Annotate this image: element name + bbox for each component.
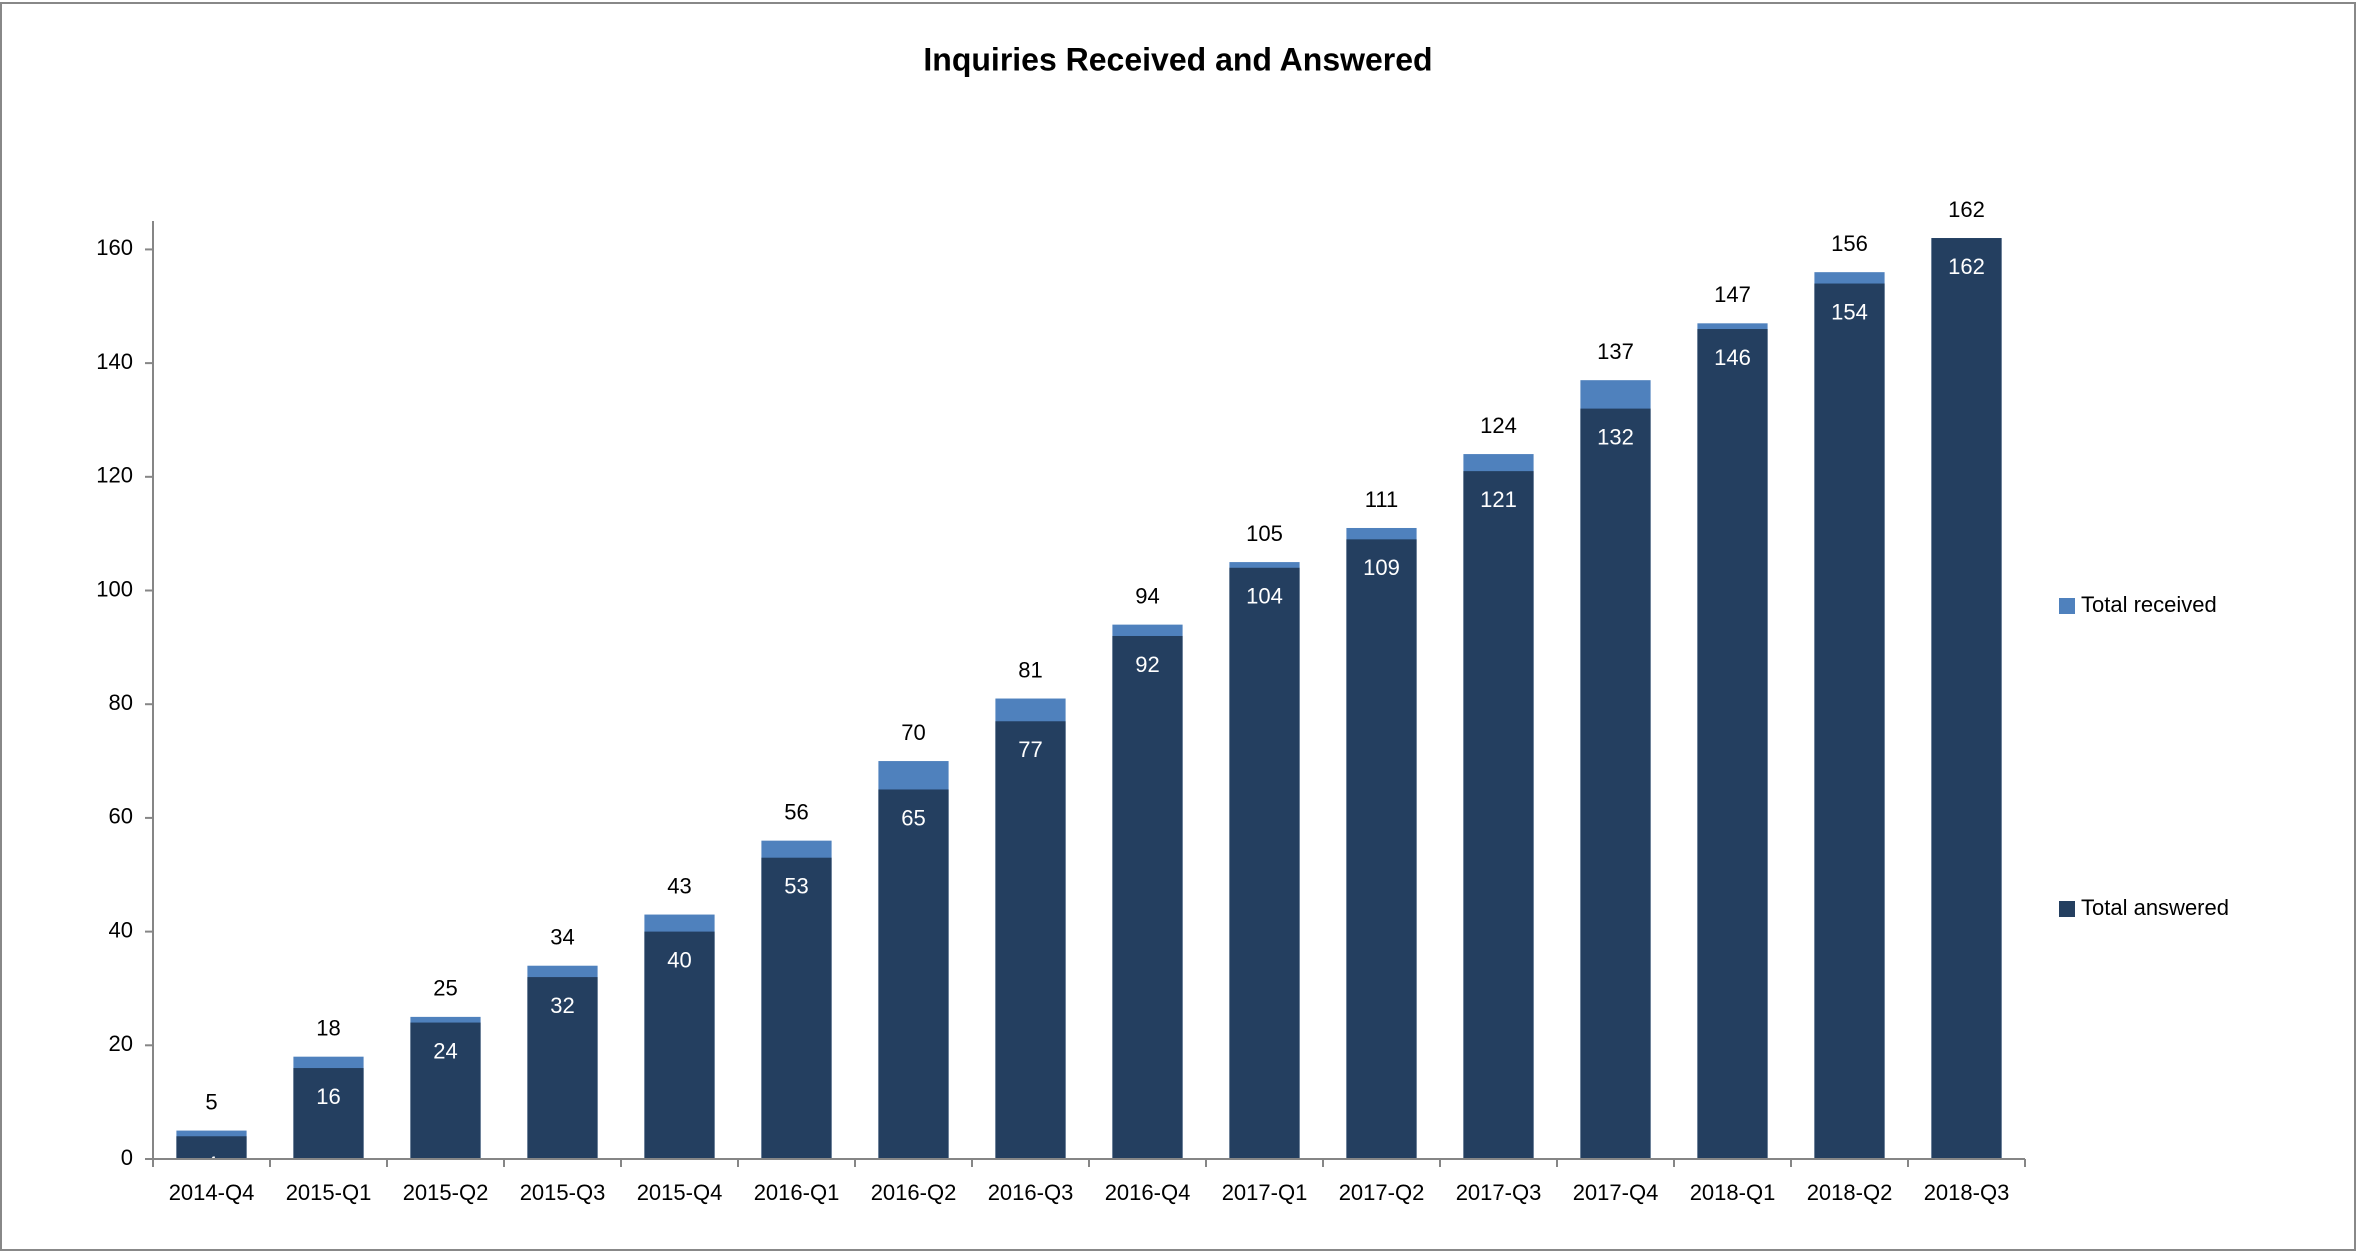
y-tick-label: 60 [109, 804, 133, 829]
value-label: 111 [1365, 487, 1398, 512]
value-label: 137 [1597, 339, 1634, 364]
x-tick-label: 2014-Q4 [169, 1180, 255, 1205]
bar [644, 931, 715, 1159]
value-label: 104 [1246, 584, 1283, 609]
value-label: 121 [1480, 487, 1517, 512]
x-tick-label: 2016-Q4 [1105, 1180, 1191, 1205]
value-label: 146 [1714, 345, 1751, 370]
value-label: 81 [1018, 657, 1042, 682]
bar [1463, 471, 1534, 1160]
x-tick-label: 2015-Q1 [286, 1180, 372, 1205]
value-label: 132 [1597, 424, 1634, 449]
x-tick-label: 2017-Q4 [1573, 1180, 1659, 1205]
value-label: 24 [433, 1038, 457, 1063]
value-label: 77 [1018, 737, 1042, 762]
y-tick-label: 80 [109, 690, 133, 715]
x-tick-label: 2015-Q2 [403, 1180, 489, 1205]
value-label: 25 [433, 976, 457, 1001]
bar [527, 977, 598, 1159]
value-label: 65 [901, 805, 925, 830]
y-tick-label: 120 [96, 463, 133, 488]
legend-swatch [2059, 901, 2075, 917]
bar [1814, 283, 1885, 1159]
x-tick-label: 2018-Q2 [1807, 1180, 1893, 1205]
value-label: 94 [1135, 583, 1159, 608]
legend-label: Total received [2081, 592, 2217, 617]
x-tick-label: 2017-Q2 [1339, 1180, 1425, 1205]
value-label: 34 [550, 925, 574, 950]
value-label: 105 [1246, 521, 1283, 546]
value-label: 16 [316, 1084, 340, 1109]
value-label: 154 [1831, 299, 1868, 324]
value-label: 109 [1363, 555, 1400, 580]
bar [1346, 539, 1417, 1159]
value-label: 56 [784, 799, 808, 824]
x-tick-label: 2017-Q3 [1456, 1180, 1542, 1205]
bar [1229, 567, 1300, 1159]
value-label: 40 [667, 947, 691, 972]
bar [1580, 408, 1651, 1160]
value-label: 5 [205, 1089, 217, 1114]
x-tick-label: 2017-Q1 [1222, 1180, 1308, 1205]
y-tick-label: 40 [109, 917, 133, 942]
value-label: 162 [1948, 254, 1985, 279]
x-tick-label: 2018-Q1 [1690, 1180, 1776, 1205]
value-label: 162 [1948, 197, 1985, 222]
value-label: 147 [1714, 282, 1751, 307]
x-tick-label: 2016-Q1 [754, 1180, 840, 1205]
value-label: 43 [667, 873, 691, 898]
bar [1697, 329, 1768, 1160]
value-label: 18 [316, 1015, 340, 1040]
y-tick-label: 20 [109, 1031, 133, 1056]
value-label: 53 [784, 874, 808, 899]
y-tick-label: 140 [96, 349, 133, 374]
legend-swatch [2059, 598, 2075, 614]
bar [995, 721, 1066, 1159]
y-tick-label: 100 [96, 576, 133, 601]
value-label: 4 [205, 1152, 217, 1177]
bar [410, 1022, 481, 1159]
value-label: 124 [1480, 413, 1517, 438]
x-tick-label: 2018-Q3 [1924, 1180, 2010, 1205]
value-label: 92 [1135, 652, 1159, 677]
bar [293, 1068, 364, 1159]
bar [878, 789, 949, 1159]
chart-title: Inquiries Received and Answered [923, 41, 1432, 77]
value-label: 70 [901, 720, 925, 745]
legend-label: Total answered [2081, 895, 2229, 920]
x-tick-label: 2016-Q3 [988, 1180, 1074, 1205]
y-tick-label: 160 [96, 235, 133, 260]
bar [1931, 238, 2002, 1159]
value-label: 156 [1831, 231, 1868, 256]
y-tick-label: 0 [121, 1145, 133, 1170]
bar [1112, 635, 1183, 1159]
x-tick-label: 2016-Q2 [871, 1180, 957, 1205]
value-label: 32 [550, 993, 574, 1018]
x-tick-label: 2015-Q3 [520, 1180, 606, 1205]
x-tick-label: 2015-Q4 [637, 1180, 723, 1205]
bar [176, 1136, 247, 1159]
bar [761, 857, 832, 1159]
